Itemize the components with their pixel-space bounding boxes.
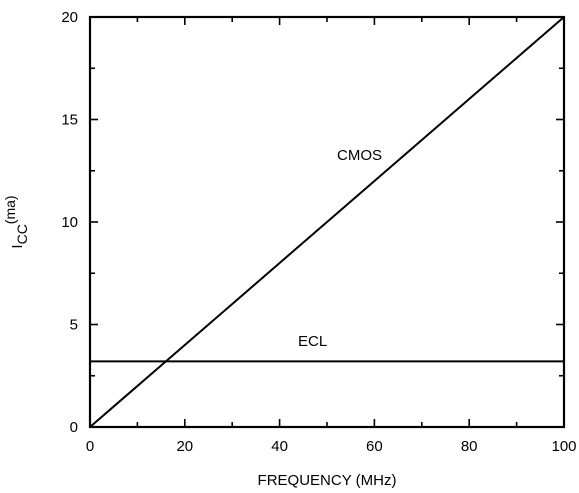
x-tick-label-0: 0 [86, 438, 94, 455]
x-axis-title: FREQUENCY (MHz) [258, 472, 397, 489]
y-axis-title-superscript: (ma) [2, 195, 18, 224]
series-label-ecl: ECL [298, 333, 327, 350]
x-tick-label-80: 80 [461, 438, 478, 455]
y-tick-label-10: 10 [61, 214, 78, 231]
x-tick-label-40: 40 [271, 438, 288, 455]
series-label-cmos: CMOS [337, 147, 382, 164]
y-tick-label-0: 0 [70, 419, 78, 436]
axis-ticks [89, 16, 565, 428]
x-tick-label-20: 20 [176, 438, 193, 455]
axis-tick-labels: 0 20 40 60 80 100 0 5 10 15 20 [61, 9, 576, 455]
x-tick-label-60: 60 [366, 438, 383, 455]
y-tick-label-15: 15 [61, 112, 78, 129]
y-axis-title-subscript: CC [14, 224, 30, 244]
series-lines [89, 16, 565, 428]
y-axis-title: ICC(ma) [2, 195, 30, 248]
y-tick-label-20: 20 [61, 9, 78, 26]
y-tick-label-5: 5 [70, 317, 78, 334]
series-line-cmos [89, 16, 565, 428]
y-axis-title-main: I [9, 244, 26, 248]
x-tick-label-100: 100 [551, 438, 576, 455]
